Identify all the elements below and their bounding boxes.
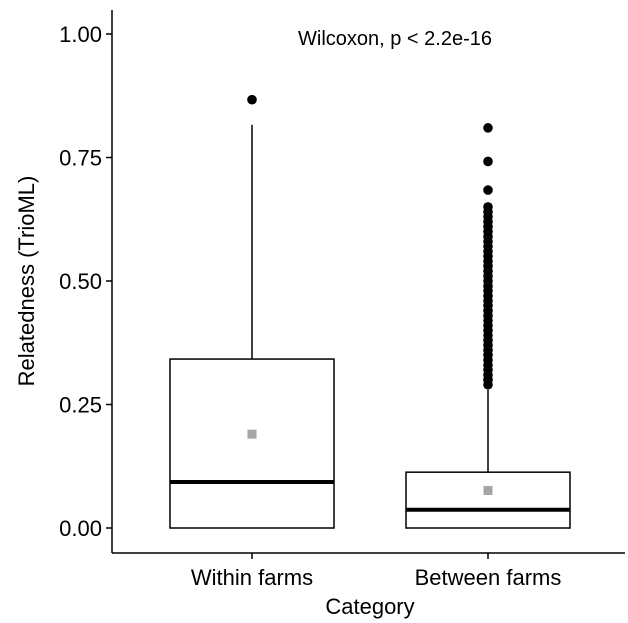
y-tick-label: 0.75 bbox=[59, 146, 102, 171]
y-axis-ticks: 0.00 0.25 0.50 0.75 1.00 bbox=[59, 22, 112, 541]
outlier-point bbox=[483, 123, 493, 133]
plot-area bbox=[169, 94, 571, 529]
significance-annotation: Wilcoxon, p < 2.2e-16 bbox=[298, 28, 492, 50]
y-tick-label: 1.00 bbox=[59, 22, 102, 47]
y-tick-label: 0.50 bbox=[59, 269, 102, 294]
mean-marker bbox=[247, 429, 257, 439]
outlier-point bbox=[483, 185, 493, 195]
y-tick-label: 0.25 bbox=[59, 393, 102, 418]
mean-marker bbox=[483, 485, 493, 495]
box-group bbox=[405, 123, 571, 529]
x-axis-title: Category bbox=[325, 594, 414, 619]
x-axis-ticks: Within farms Between farms bbox=[191, 553, 561, 590]
outlier-point bbox=[483, 202, 493, 212]
y-tick-label: 0.00 bbox=[59, 516, 102, 541]
y-axis-title: Relatedness (TrioML) bbox=[14, 176, 39, 387]
x-tick-label: Within farms bbox=[191, 565, 313, 590]
x-tick-label: Between farms bbox=[415, 565, 562, 590]
outlier-point bbox=[247, 94, 257, 105]
box-group bbox=[169, 94, 335, 529]
box-iqr bbox=[405, 471, 571, 529]
outlier-point bbox=[483, 156, 493, 167]
box-iqr bbox=[169, 358, 335, 529]
